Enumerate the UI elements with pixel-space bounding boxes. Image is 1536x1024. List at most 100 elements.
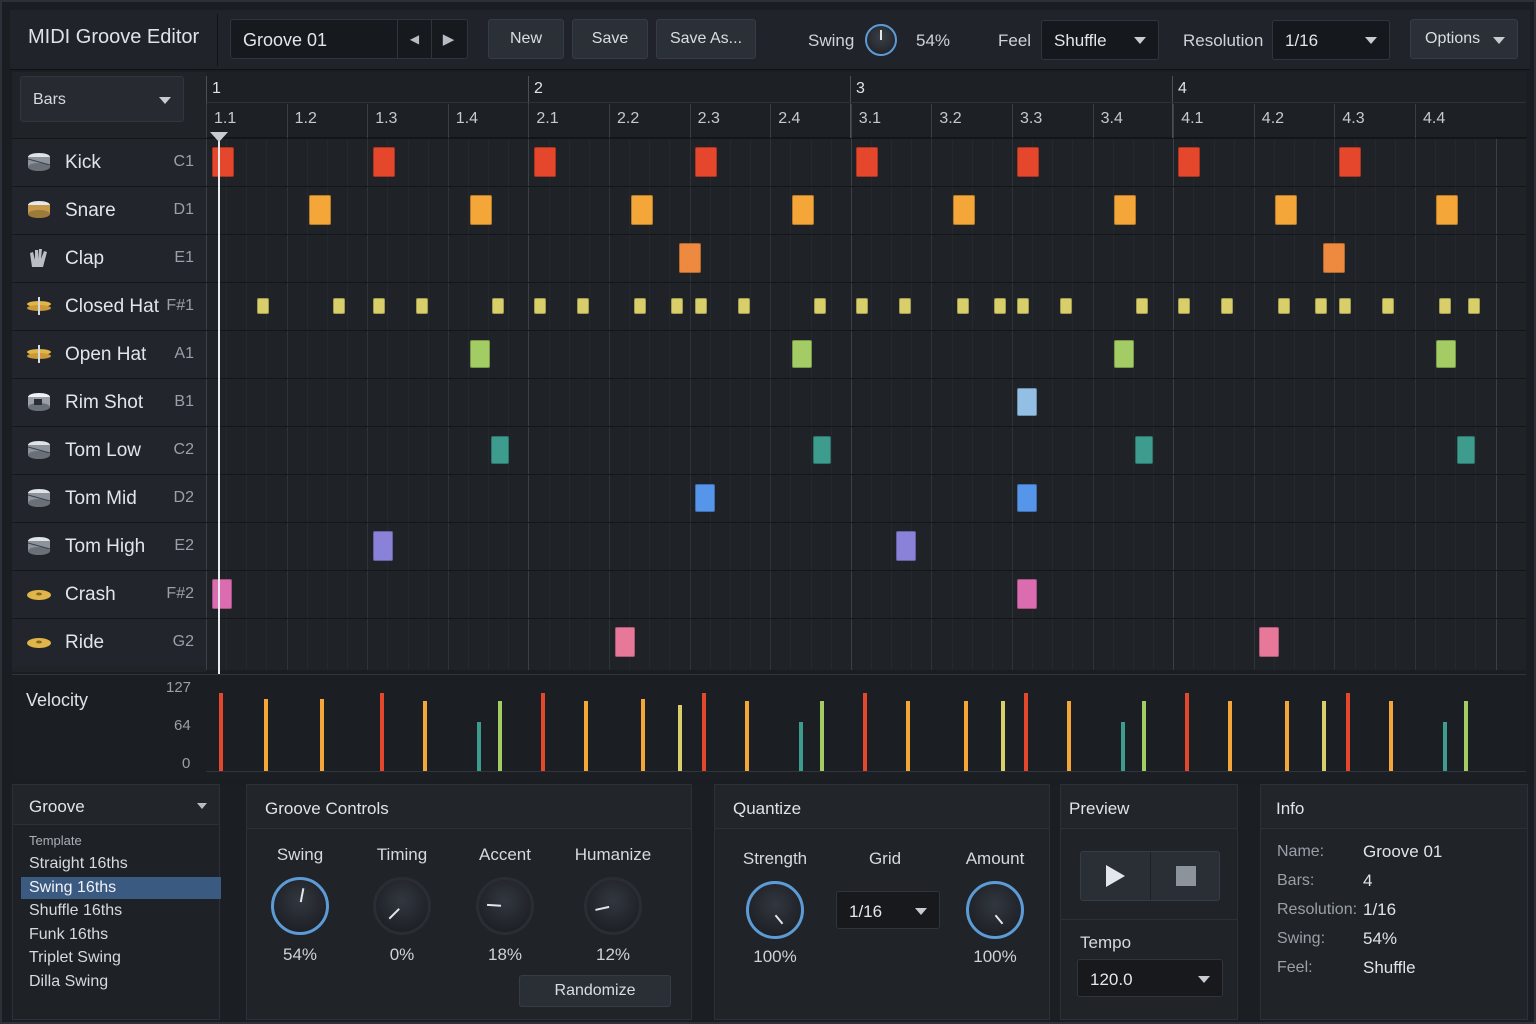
- velocity-bar[interactable]: [1228, 701, 1233, 771]
- template-item[interactable]: Triplet Swing: [29, 949, 121, 966]
- note-block[interactable]: [678, 243, 701, 273]
- note-block[interactable]: [1339, 147, 1361, 177]
- strength-knob[interactable]: [746, 881, 804, 939]
- velocity-bar[interactable]: [863, 693, 867, 771]
- tempo-dropdown[interactable]: 120.0: [1077, 959, 1223, 997]
- velocity-bar[interactable]: [1185, 693, 1189, 771]
- note-block[interactable]: [373, 531, 393, 561]
- options-button[interactable]: Options: [1410, 19, 1518, 59]
- velocity-bar[interactable]: [702, 693, 706, 771]
- template-item[interactable]: Straight 16ths: [29, 855, 128, 872]
- track-row[interactable]: Ride G2: [12, 618, 206, 666]
- note-block[interactable]: [695, 298, 707, 314]
- playhead[interactable]: [218, 132, 220, 772]
- velocity-bar[interactable]: [423, 701, 428, 771]
- note-block[interactable]: [373, 298, 385, 314]
- groove-panel-header[interactable]: Groove: [13, 785, 219, 825]
- velocity-bar[interactable]: [964, 701, 969, 771]
- note-block[interactable]: [791, 195, 814, 225]
- velocity-bar[interactable]: [264, 699, 269, 771]
- note-block[interactable]: [1322, 243, 1345, 273]
- track-row[interactable]: Snare D1: [12, 186, 206, 234]
- note-block[interactable]: [1339, 298, 1351, 314]
- note-block[interactable]: [469, 340, 490, 368]
- velocity-bar[interactable]: [476, 722, 481, 771]
- note-block[interactable]: [469, 195, 492, 225]
- note-block[interactable]: [814, 298, 827, 314]
- velocity-bar[interactable]: [1024, 693, 1028, 771]
- note-block[interactable]: [492, 298, 505, 314]
- track-row[interactable]: Kick C1: [12, 138, 206, 186]
- note-block[interactable]: [257, 298, 270, 314]
- note-block[interactable]: [1136, 298, 1149, 314]
- velocity-bar[interactable]: [1346, 693, 1350, 771]
- note-block[interactable]: [1382, 298, 1395, 314]
- track-row[interactable]: Closed Hat F#1: [12, 282, 206, 330]
- note-block[interactable]: [899, 298, 912, 314]
- note-block[interactable]: [738, 298, 751, 314]
- velocity-bar[interactable]: [1067, 701, 1072, 771]
- note-block[interactable]: [1438, 298, 1451, 314]
- note-block[interactable]: [490, 436, 509, 464]
- note-block[interactable]: [1467, 298, 1480, 314]
- velocity-bar[interactable]: [640, 699, 645, 771]
- save-button[interactable]: Save: [572, 19, 648, 59]
- velocity-bar[interactable]: [1389, 701, 1394, 771]
- feel-dropdown[interactable]: Shuffle: [1041, 20, 1159, 60]
- note-block[interactable]: [1060, 298, 1073, 314]
- swing-knob[interactable]: [865, 24, 897, 56]
- note-block[interactable]: [957, 298, 970, 314]
- groove-knob[interactable]: [373, 877, 431, 935]
- velocity-lane[interactable]: Velocity 127 64 0: [12, 674, 1526, 778]
- note-block[interactable]: [416, 298, 429, 314]
- velocity-bar[interactable]: [1001, 701, 1006, 771]
- velocity-bar[interactable]: [745, 701, 750, 771]
- note-block[interactable]: [1221, 298, 1234, 314]
- note-block[interactable]: [1435, 195, 1458, 225]
- note-block[interactable]: [1178, 147, 1200, 177]
- note-block[interactable]: [812, 436, 831, 464]
- note-block[interactable]: [1017, 579, 1037, 609]
- note-block[interactable]: [1017, 147, 1039, 177]
- note-block[interactable]: [1178, 298, 1190, 314]
- prev-groove-button[interactable]: ◀: [397, 20, 431, 58]
- next-groove-button[interactable]: ▶: [431, 20, 465, 58]
- velocity-bar[interactable]: [497, 701, 502, 771]
- track-row[interactable]: Clap E1: [12, 234, 206, 282]
- velocity-bar[interactable]: [219, 693, 223, 771]
- note-grid[interactable]: [206, 138, 1526, 670]
- groove-selector[interactable]: Groove 01 ◀ ▶: [230, 19, 468, 59]
- velocity-bar[interactable]: [584, 701, 589, 771]
- velocity-bar[interactable]: [1463, 701, 1468, 771]
- template-item[interactable]: Shuffle 16ths: [29, 902, 123, 919]
- note-block[interactable]: [577, 298, 590, 314]
- note-block[interactable]: [373, 147, 395, 177]
- note-block[interactable]: [670, 298, 683, 314]
- track-row[interactable]: Tom Mid D2: [12, 474, 206, 522]
- note-block[interactable]: [1017, 298, 1029, 314]
- amount-knob[interactable]: [966, 881, 1024, 939]
- note-block[interactable]: [1435, 340, 1456, 368]
- velocity-bar[interactable]: [1120, 722, 1125, 771]
- note-block[interactable]: [633, 298, 646, 314]
- template-item[interactable]: Funk 16ths: [29, 925, 109, 943]
- note-block[interactable]: [952, 195, 975, 225]
- playhead-marker-icon[interactable]: [210, 132, 228, 142]
- velocity-bar[interactable]: [798, 722, 803, 771]
- note-block[interactable]: [212, 147, 234, 177]
- note-block[interactable]: [1017, 484, 1037, 512]
- velocity-bar[interactable]: [906, 701, 911, 771]
- stop-button[interactable]: [1151, 852, 1221, 900]
- note-block[interactable]: [1456, 436, 1475, 464]
- groove-knob[interactable]: [476, 877, 534, 935]
- track-row[interactable]: Open Hat A1: [12, 330, 206, 378]
- groove-knob[interactable]: [271, 877, 329, 935]
- note-block[interactable]: [1277, 298, 1290, 314]
- note-block[interactable]: [1258, 627, 1279, 657]
- velocity-bar[interactable]: [1141, 701, 1146, 771]
- quantize-grid-dropdown[interactable]: 1/16: [836, 891, 940, 929]
- save-as-button[interactable]: Save As...: [656, 19, 756, 59]
- note-block[interactable]: [1113, 340, 1134, 368]
- track-row[interactable]: Crash F#2: [12, 570, 206, 618]
- template-item[interactable]: Swing 16ths: [21, 876, 221, 899]
